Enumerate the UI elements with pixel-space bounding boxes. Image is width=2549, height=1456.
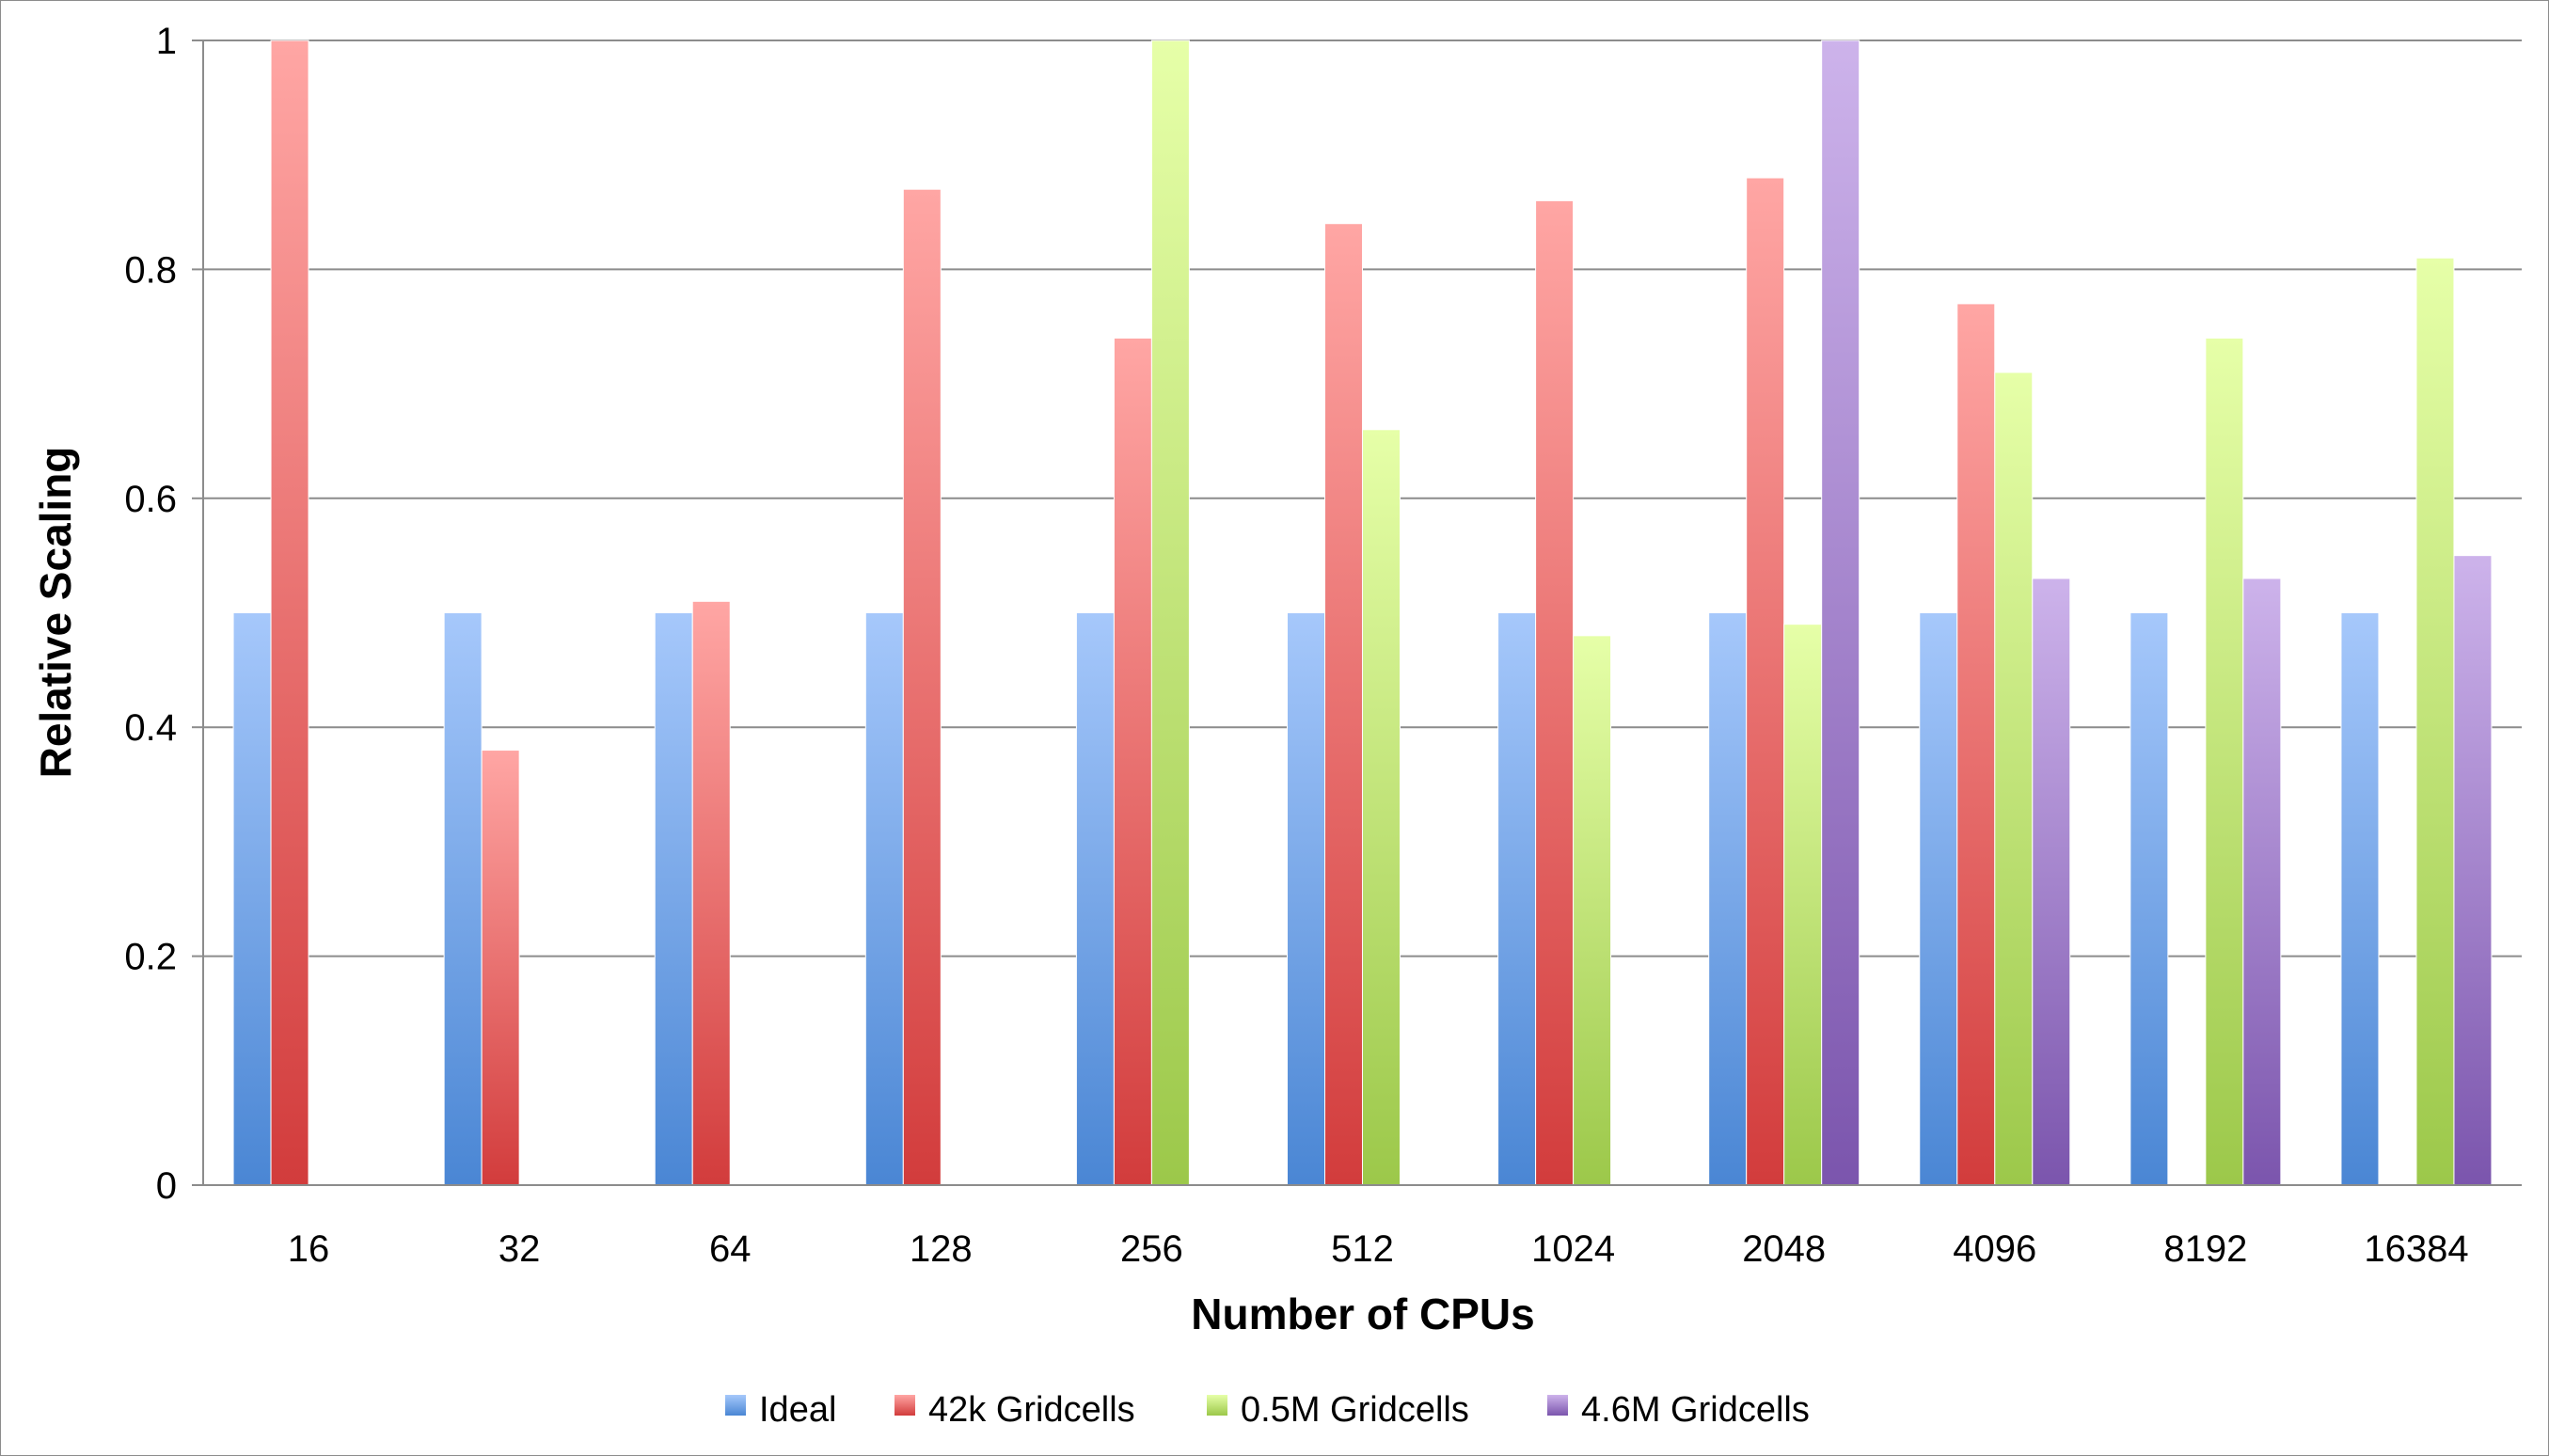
x-axis-title: Number of CPUs xyxy=(1191,1290,1534,1338)
x-tick-label: 512 xyxy=(1331,1228,1394,1270)
bar-0-5m-gridcells-2048 xyxy=(1783,624,1823,1186)
legend-swatch xyxy=(725,1395,746,1416)
x-tick-label: 64 xyxy=(709,1228,752,1270)
bar-0-5m-gridcells-16384 xyxy=(2415,257,2455,1186)
bar-ideal-16384 xyxy=(2340,612,2380,1186)
bar-ideal-2048 xyxy=(1708,612,1748,1186)
legend-label: Ideal xyxy=(759,1390,836,1430)
bar-ideal-256 xyxy=(1075,612,1115,1186)
x-tick-label: 16384 xyxy=(2364,1228,2468,1270)
legend-label: 42k Gridcells xyxy=(928,1390,1135,1430)
bar-ideal-512 xyxy=(1287,612,1325,1186)
x-tick-label: 16 xyxy=(288,1228,330,1270)
legend-swatch xyxy=(895,1395,915,1416)
y-tick-label: 1 xyxy=(156,21,177,62)
bar-0-5m-gridcells-256 xyxy=(1150,40,1190,1186)
bar-ideal-1024 xyxy=(1497,612,1537,1186)
y-tick-label: 0 xyxy=(156,1165,177,1207)
x-tick-labels: 16 32 64 128 256 512 1024 2048 4096 8192 16384 xyxy=(288,1228,2469,1270)
bar-ideal-16 xyxy=(232,612,272,1186)
bar-42k-gridcells-256 xyxy=(1113,337,1152,1186)
bar-4-6m-gridcells-16384 xyxy=(2453,555,2493,1186)
bar-ideal-64 xyxy=(654,612,693,1186)
legend-swatch xyxy=(1547,1395,1568,1416)
y-tick-label: 0.6 xyxy=(124,479,177,520)
x-tick-label: 8192 xyxy=(2163,1228,2247,1270)
x-tick-label: 4096 xyxy=(1953,1228,2036,1270)
x-tick-label: 32 xyxy=(499,1228,541,1270)
bar-0-5m-gridcells-4096 xyxy=(1994,372,2034,1186)
axes xyxy=(192,40,2522,1186)
bar-42k-gridcells-32 xyxy=(481,750,520,1186)
bar-ideal-4096 xyxy=(1919,612,1958,1186)
bar-ideal-8192 xyxy=(2129,612,2169,1186)
legend-label: 0.5M Gridcells xyxy=(1241,1390,1469,1430)
x-tick-label: 2048 xyxy=(1742,1228,1826,1270)
bar-ideal-128 xyxy=(864,612,904,1186)
bar-0-5m-gridcells-8192 xyxy=(2205,337,2244,1186)
bar-42k-gridcells-128 xyxy=(902,188,942,1186)
legend-swatch xyxy=(1207,1395,1227,1416)
bars xyxy=(232,40,2493,1186)
bar-42k-gridcells-64 xyxy=(691,600,731,1186)
bar-4-6m-gridcells-8192 xyxy=(2242,578,2282,1186)
x-tick-label: 1024 xyxy=(1531,1228,1615,1270)
bar-42k-gridcells-2048 xyxy=(1746,177,1785,1186)
bar-4-6m-gridcells-4096 xyxy=(2032,578,2071,1186)
y-tick-label: 0.2 xyxy=(124,937,177,978)
bar-0-5m-gridcells-1024 xyxy=(1573,635,1612,1186)
bar-42k-gridcells-16 xyxy=(270,40,309,1186)
y-axis-title: Relative Scaling xyxy=(31,447,80,779)
bar-0-5m-gridcells-512 xyxy=(1362,429,1401,1186)
x-tick-label: 128 xyxy=(910,1228,973,1270)
bar-42k-gridcells-4096 xyxy=(1956,303,1996,1186)
y-tick-label: 0.4 xyxy=(124,707,177,749)
y-tick-label: 0.8 xyxy=(124,249,177,291)
bar-42k-gridcells-1024 xyxy=(1535,199,1575,1186)
bar-ideal-32 xyxy=(443,612,483,1186)
bar-4-6m-gridcells-2048 xyxy=(1821,40,1860,1186)
x-tick-label: 256 xyxy=(1120,1228,1183,1270)
legend-label: 4.6M Gridcells xyxy=(1581,1390,1810,1430)
legend: Ideal 42k Gridcells 0.5M Gridcells 4.6M Gri… xyxy=(725,1390,1810,1430)
y-tick-labels: 0 0.2 0.4 0.6 0.8 1 xyxy=(124,21,177,1207)
bar-42k-gridcells-512 xyxy=(1324,223,1363,1186)
